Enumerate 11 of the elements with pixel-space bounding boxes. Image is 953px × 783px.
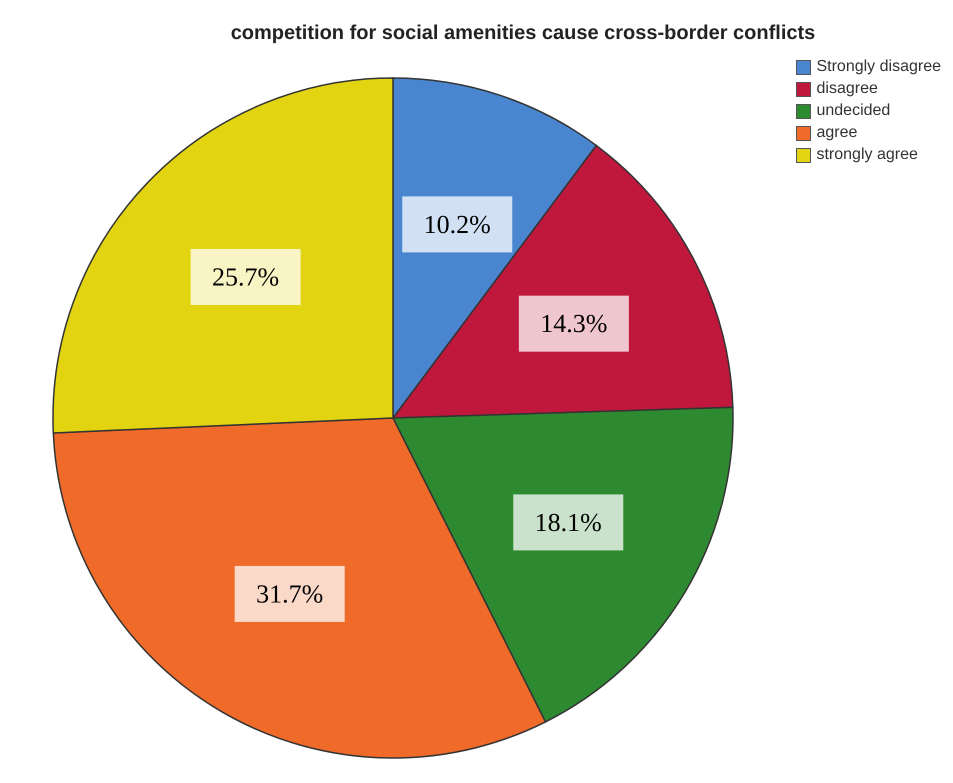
legend-label: disagree <box>816 79 878 99</box>
legend-label: Strongly disagree <box>816 57 941 77</box>
data-label: 14.3% <box>540 309 608 338</box>
data-label: 10.2% <box>424 210 491 239</box>
data-label: 31.7% <box>256 579 324 608</box>
legend-label: strongly agree <box>816 145 918 165</box>
legend-label: agree <box>816 123 858 143</box>
chart-title: competition for social amenities cause cross-border conflicts <box>230 22 816 45</box>
legend-label: undecided <box>816 101 890 121</box>
data-label: 18.1% <box>534 508 602 537</box>
data-label: 25.7% <box>212 262 280 292</box>
